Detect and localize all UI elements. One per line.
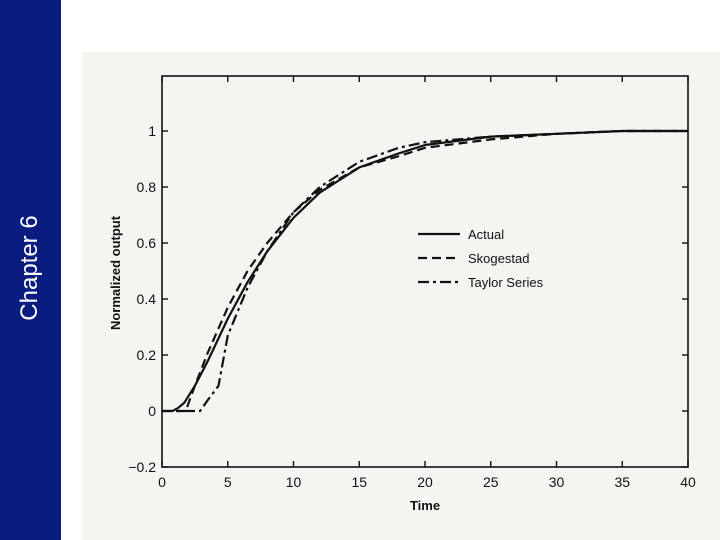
y-tick-label: −0.2 <box>128 459 156 475</box>
step-response-chart: 0 5 10 15 20 25 30 35 40−0.200.20.40.60.81 Actua… <box>108 75 696 513</box>
legend-label: Taylor Series <box>468 275 544 290</box>
series <box>162 129 688 413</box>
x-tick-label: 20 <box>417 474 433 490</box>
x-tick-label: 15 <box>351 474 367 490</box>
ticks: 0 5 10 15 20 25 30 35 40−0.200.20.40.60.81 <box>128 76 696 490</box>
chapter-label: Chapter 6 <box>16 215 43 321</box>
x-tick-label: 35 <box>614 474 630 490</box>
chapter-sidebar: Chapter 6 <box>0 0 61 540</box>
series-line-2 <box>162 129 688 413</box>
legend-label: Actual <box>468 227 504 242</box>
y-axis-title: Normalized output <box>108 215 123 330</box>
plot-frame <box>161 75 689 468</box>
legend-label: Skogestad <box>468 251 529 266</box>
x-tick-label: 30 <box>549 474 565 490</box>
x-tick-label: 40 <box>680 474 696 490</box>
legend: Actual Skogestad Taylor Series <box>418 227 544 290</box>
y-tick-label: 1 <box>148 123 156 139</box>
x-tick-label: 25 <box>483 474 499 490</box>
y-tick-label: 0.8 <box>137 179 157 195</box>
axes <box>161 75 689 468</box>
x-axis-title: Time <box>410 498 440 513</box>
scanned-figure-background <box>82 52 720 540</box>
series-line-3 <box>162 129 688 413</box>
y-tick-label: 0 <box>148 403 156 419</box>
y-tick-label: 0.6 <box>137 235 157 251</box>
x-tick-label: 5 <box>224 474 232 490</box>
y-tick-label: 0.4 <box>137 291 157 307</box>
x-tick-label: 0 <box>158 474 166 490</box>
y-tick-label: 0.2 <box>137 347 157 363</box>
x-tick-label: 10 <box>286 474 302 490</box>
series-line-1 <box>171 129 688 412</box>
